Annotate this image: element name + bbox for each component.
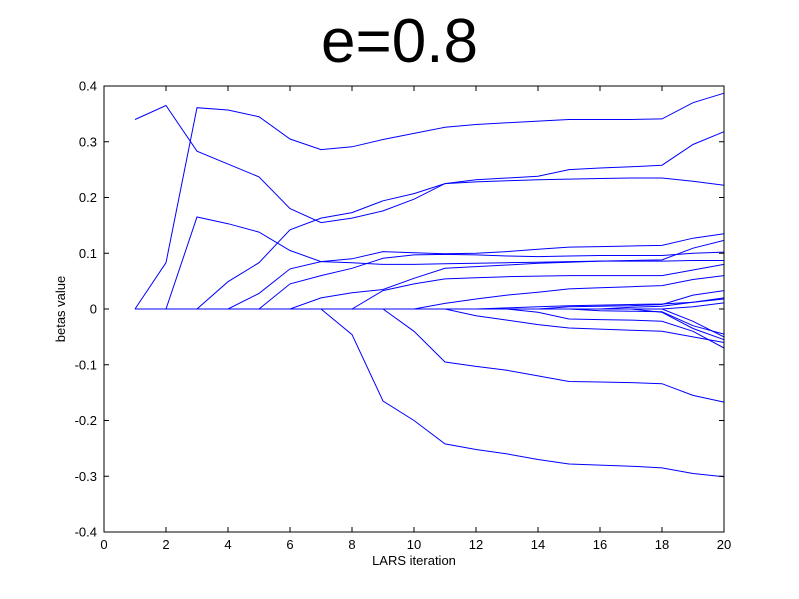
- beta-series-line-12: [135, 308, 725, 343]
- x-tick-label: 16: [593, 537, 607, 552]
- beta-series-line-2: [134, 92, 725, 310]
- x-axis-label: LARS iteration: [372, 553, 456, 568]
- beta-series-line-8: [135, 308, 725, 478]
- x-tick-label: 0: [100, 537, 107, 552]
- beta-series-line-14: [135, 308, 725, 349]
- x-tick-label: 6: [286, 537, 293, 552]
- beta-series-line-3: [135, 216, 724, 310]
- x-tick-label: 20: [717, 537, 731, 552]
- beta-series-line-17: [135, 297, 725, 310]
- y-tick-label: 0.1: [79, 246, 97, 261]
- x-tick-label: 2: [162, 537, 169, 552]
- y-tick-label: 0: [90, 302, 97, 317]
- y-tick-label: 0.4: [79, 79, 97, 94]
- chart-title: e=0.8: [321, 7, 478, 76]
- series-lines: [134, 92, 725, 478]
- beta-series-line-7: [135, 239, 725, 310]
- x-axis: 0 2 4 6 8 10 12 14 16 18 20: [100, 86, 731, 552]
- y-axis-label: betas value: [53, 276, 68, 343]
- x-tick-label: 14: [531, 537, 545, 552]
- beta-series-line-18: [135, 308, 725, 341]
- y-tick-label: -0.4: [75, 525, 97, 540]
- y-tick-label: 0.3: [79, 134, 97, 149]
- x-tick-label: 10: [407, 537, 421, 552]
- x-tick-label: 18: [655, 537, 669, 552]
- beta-series-line-10: [135, 308, 725, 403]
- x-tick-label: 12: [469, 537, 483, 552]
- beta-series-line-20: [135, 308, 725, 338]
- x-tick-label: 4: [224, 537, 231, 552]
- y-tick-label: -0.1: [75, 357, 97, 372]
- y-tick-label: 0.2: [79, 190, 97, 205]
- y-tick-label: -0.3: [75, 469, 97, 484]
- beta-series-line-1: [134, 104, 725, 224]
- y-axis: -0.4 -0.3 -0.2 -0.1 0 0.1 0.2 0.3 0.4: [75, 79, 724, 540]
- x-tick-label: 8: [348, 537, 355, 552]
- beta-series-line-4: [135, 177, 725, 310]
- y-tick-label: -0.2: [75, 413, 97, 428]
- beta-series-line-5: [135, 233, 725, 310]
